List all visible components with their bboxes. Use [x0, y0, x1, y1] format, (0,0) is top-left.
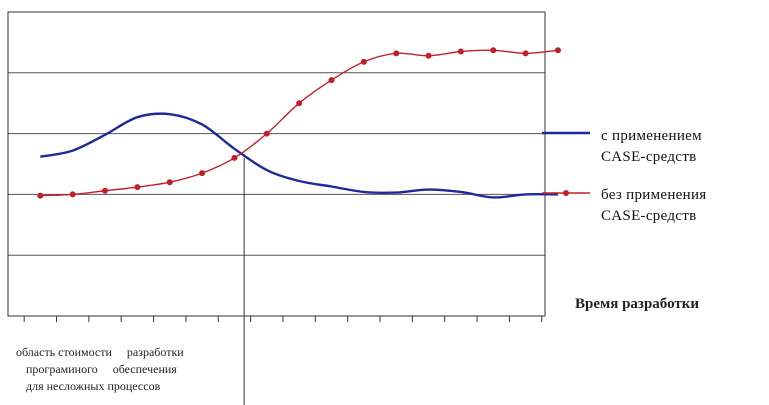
series-2-point-6	[199, 170, 206, 177]
series-2-point-15	[490, 47, 497, 54]
series-1-line	[40, 112, 558, 199]
series-2-point-14	[457, 48, 464, 55]
legend: с применением CASE-средств без применени…	[542, 128, 707, 224]
series-2-point-8	[263, 130, 270, 137]
series-2-point-13	[425, 52, 432, 59]
plot-frame	[7, 11, 546, 317]
series-2-point-4	[134, 184, 141, 191]
series-2-point-17	[554, 47, 561, 54]
series-2-point-1	[37, 192, 44, 199]
series-2-point-3	[102, 187, 109, 194]
annotation-line-2: програминого обеспечения	[26, 362, 177, 376]
series-2-point-9	[296, 100, 303, 107]
legend-label-series-2-line-2: CASE-средств	[601, 208, 696, 224]
series-2-point-2	[69, 191, 76, 198]
series-2-point-12	[393, 50, 400, 57]
series-2-point-7	[231, 154, 238, 161]
legend-marker-series-2	[563, 190, 569, 196]
legend-label-series-1-line-1: с применением	[601, 128, 702, 144]
annotation-line-3: для несложных процессов	[26, 379, 161, 393]
legend-label-series-2-line-1: без применения	[601, 187, 707, 203]
series-2-point-16	[522, 50, 529, 57]
x-axis-title: Время разработки	[575, 296, 699, 312]
annotation-line-1: область стоимости разработки	[16, 345, 184, 359]
axes	[7, 11, 546, 405]
series-2-point-5	[166, 179, 173, 186]
annotation: область стоимости разработки програминог…	[16, 345, 184, 393]
legend-label-series-1-line-2: CASE-средств	[601, 149, 696, 165]
series-2-point-10	[328, 77, 335, 84]
series-2-line	[40, 49, 559, 197]
gridlines	[8, 72, 545, 256]
series-layer	[37, 47, 561, 199]
series-2-point-11	[360, 58, 367, 65]
